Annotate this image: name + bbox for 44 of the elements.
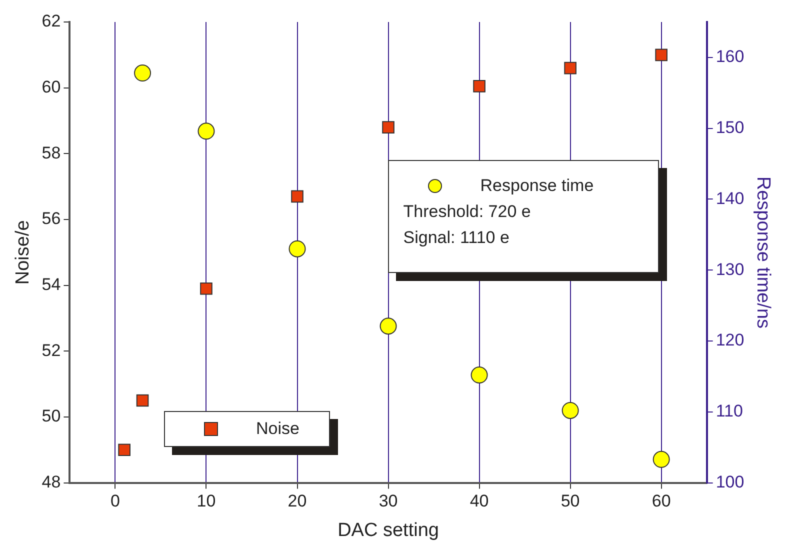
- y-tick-label: 54: [42, 275, 61, 294]
- legend-label: Response time: [480, 176, 594, 196]
- point: [382, 121, 394, 134]
- x-tick-label: 40: [470, 492, 489, 511]
- y2-tick-label: 130: [716, 260, 744, 279]
- y-tick-label: 60: [42, 78, 61, 97]
- point: [136, 394, 149, 407]
- x-tick-label: 30: [378, 492, 398, 511]
- x-axis-title: DAC setting: [338, 520, 439, 541]
- point: [655, 48, 668, 62]
- point: [562, 402, 579, 419]
- y2-tick-label: 150: [716, 118, 744, 138]
- y2-axis-title: Response time/ns: [752, 176, 774, 328]
- y-tick-label: 52: [42, 340, 61, 360]
- point: [652, 450, 670, 468]
- x-tick-label: 20: [288, 492, 307, 511]
- point: [118, 444, 130, 456]
- annotation: Threshold: 720 e: [403, 201, 532, 224]
- legend-label: Noise: [256, 419, 300, 440]
- point: [380, 318, 397, 335]
- y2-tick-label: 160: [716, 47, 744, 66]
- point: [291, 190, 304, 203]
- y-tick-label: 50: [42, 406, 61, 426]
- point: [564, 62, 576, 74]
- y-axis-title: Noise/e: [12, 220, 34, 285]
- y2-tick-label: 120: [716, 330, 744, 350]
- point: [134, 64, 152, 82]
- point: [470, 366, 488, 384]
- x-tick-label: 10: [196, 492, 216, 511]
- x-tick-label: 50: [560, 492, 580, 511]
- point: [473, 80, 486, 92]
- point: [200, 282, 212, 295]
- y-tick-label: 56: [42, 209, 61, 228]
- y-tick-label: 48: [42, 472, 61, 492]
- point: [198, 122, 215, 140]
- y2-tick-label: 110: [716, 402, 743, 421]
- x-tick-label: 0: [110, 492, 120, 511]
- y-tick-label: 58: [42, 143, 61, 162]
- annotation: Signal: 1110 e: [403, 227, 510, 250]
- point: [288, 240, 306, 258]
- y2-tick-label: 140: [716, 188, 744, 208]
- x-tick-label: 60: [652, 492, 671, 511]
- y2-tick-label: 100: [716, 472, 744, 492]
- y-tick-label: 62: [42, 12, 61, 31]
